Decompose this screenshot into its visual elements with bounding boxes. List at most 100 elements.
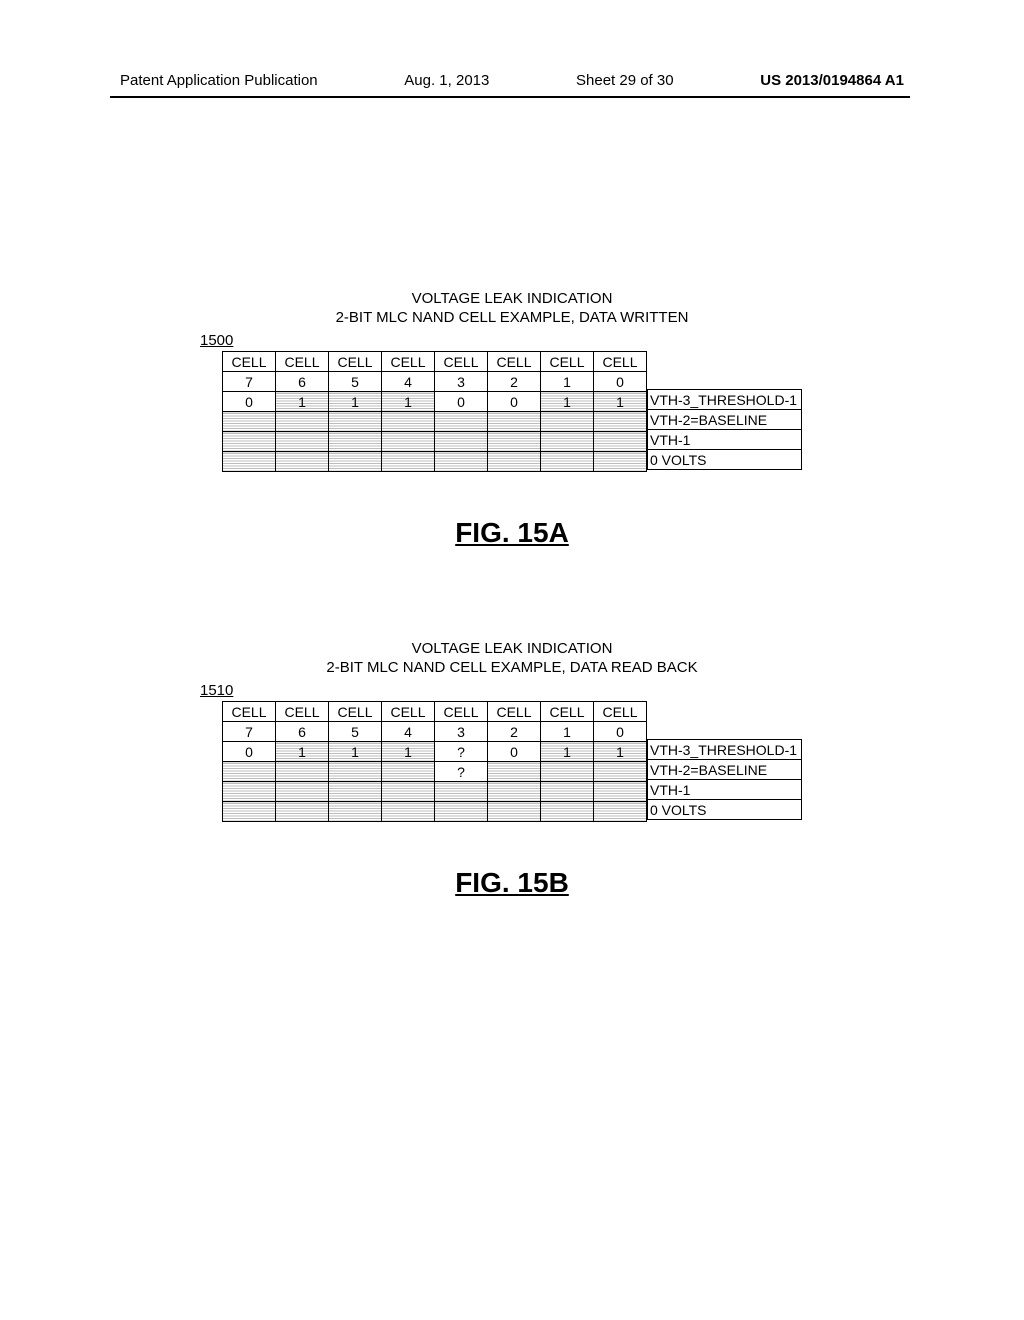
row-label: VTH-2=BASELINE	[647, 410, 801, 430]
cell-number: 0	[593, 722, 646, 742]
data-cell: ?	[434, 762, 487, 782]
fig-a-cell-table: CELL CELL CELL CELL CELL CELL CELL CELL …	[222, 351, 647, 472]
cell-label-row: CELL CELL CELL CELL CELL CELL CELL CELL	[222, 702, 646, 722]
cell-number: 0	[593, 372, 646, 392]
fig-a-caption: FIG. 15A	[0, 517, 1024, 549]
data-cell	[487, 432, 540, 452]
fig-a-title-2: 2-BIT MLC NAND CELL EXAMPLE, DATA WRITTE…	[0, 309, 1024, 326]
page-header: Patent Application Publication Aug. 1, 2…	[0, 72, 1024, 89]
data-cell	[381, 452, 434, 472]
cell-header: CELL	[275, 702, 328, 722]
cell-header: CELL	[593, 702, 646, 722]
cell-number: 1	[540, 372, 593, 392]
data-cell	[434, 802, 487, 822]
page: Patent Application Publication Aug. 1, 2…	[0, 0, 1024, 1320]
cell-header: CELL	[487, 352, 540, 372]
data-cell	[434, 432, 487, 452]
data-cell	[222, 782, 275, 802]
data-cell	[328, 432, 381, 452]
data-cell	[222, 762, 275, 782]
fig-a-title-1: VOLTAGE LEAK INDICATION	[0, 290, 1024, 307]
data-cell	[593, 452, 646, 472]
data-cell: 1	[540, 742, 593, 762]
data-cell: 1	[328, 742, 381, 762]
data-cell	[381, 782, 434, 802]
vth1-row	[222, 432, 646, 452]
cell-number: 7	[222, 372, 275, 392]
data-cell	[222, 452, 275, 472]
data-cell	[434, 782, 487, 802]
data-cell	[487, 762, 540, 782]
data-cell	[381, 432, 434, 452]
data-cell	[540, 432, 593, 452]
data-cell	[593, 762, 646, 782]
fig-b-caption: FIG. 15B	[0, 867, 1024, 899]
data-cell	[275, 802, 328, 822]
data-cell	[328, 412, 381, 432]
data-cell: 1	[275, 742, 328, 762]
data-cell	[540, 452, 593, 472]
zero-v-row	[222, 802, 646, 822]
row-label: VTH-1	[647, 430, 801, 450]
header-publication-number: US 2013/0194864 A1	[760, 72, 904, 89]
data-cell	[487, 452, 540, 472]
data-cell	[275, 432, 328, 452]
cell-number: 2	[487, 372, 540, 392]
cell-header: CELL	[434, 352, 487, 372]
data-cell: 0	[487, 392, 540, 412]
cell-number: 5	[328, 372, 381, 392]
row-label: VTH-1	[647, 780, 801, 800]
data-cell	[540, 412, 593, 432]
cell-header: CELL	[434, 702, 487, 722]
vth2-row: ?	[222, 762, 646, 782]
data-cell	[540, 802, 593, 822]
data-cell	[593, 412, 646, 432]
cell-number: 5	[328, 722, 381, 742]
data-cell	[381, 802, 434, 822]
data-cell: 1	[275, 392, 328, 412]
fig-b-title-2: 2-BIT MLC NAND CELL EXAMPLE, DATA READ B…	[0, 659, 1024, 676]
cell-header: CELL	[381, 702, 434, 722]
vth3-row: 01110011	[222, 392, 646, 412]
data-cell	[593, 782, 646, 802]
cell-number: 4	[381, 372, 434, 392]
row-label: VTH-3_THRESHOLD-1	[647, 740, 801, 760]
vth1-row	[222, 782, 646, 802]
row-label: VTH-3_THRESHOLD-1	[647, 390, 801, 410]
fig-b-table-wrap: CELL CELL CELL CELL CELL CELL CELL CELL …	[0, 701, 1024, 822]
cell-number: 3	[434, 372, 487, 392]
data-cell	[275, 412, 328, 432]
cell-header: CELL	[381, 352, 434, 372]
cell-number: 4	[381, 722, 434, 742]
data-cell: 1	[593, 392, 646, 412]
fig-a-table-wrap: CELL CELL CELL CELL CELL CELL CELL CELL …	[0, 351, 1024, 472]
fig-a-row-labels: VTH-3_THRESHOLD-1 VTH-2=BASELINE VTH-1 0…	[647, 351, 802, 470]
data-cell	[328, 802, 381, 822]
data-cell	[222, 802, 275, 822]
cell-header: CELL	[328, 352, 381, 372]
data-cell: 0	[487, 742, 540, 762]
fig-b-row-labels: VTH-3_THRESHOLD-1 VTH-2=BASELINE VTH-1 0…	[647, 701, 802, 820]
data-cell: 0	[222, 742, 275, 762]
data-cell: 1	[381, 742, 434, 762]
data-cell	[275, 762, 328, 782]
zero-v-row	[222, 452, 646, 472]
cell-number: 2	[487, 722, 540, 742]
data-cell	[487, 802, 540, 822]
cell-number: 6	[275, 372, 328, 392]
header-left: Patent Application Publication	[120, 72, 318, 89]
data-cell	[275, 452, 328, 472]
data-cell	[381, 762, 434, 782]
cell-header: CELL	[328, 702, 381, 722]
data-cell	[540, 782, 593, 802]
data-cell: 1	[381, 392, 434, 412]
data-cell: 1	[593, 742, 646, 762]
cell-label-row: CELL CELL CELL CELL CELL CELL CELL CELL	[222, 352, 646, 372]
data-cell: 1	[540, 392, 593, 412]
row-label: 0 VOLTS	[647, 450, 801, 470]
fig-b-title-1: VOLTAGE LEAK INDICATION	[0, 640, 1024, 657]
row-label: 0 VOLTS	[647, 800, 801, 820]
cell-number: 3	[434, 722, 487, 742]
data-cell: 1	[328, 392, 381, 412]
cell-number-row: 7 6 5 4 3 2 1 0	[222, 722, 646, 742]
